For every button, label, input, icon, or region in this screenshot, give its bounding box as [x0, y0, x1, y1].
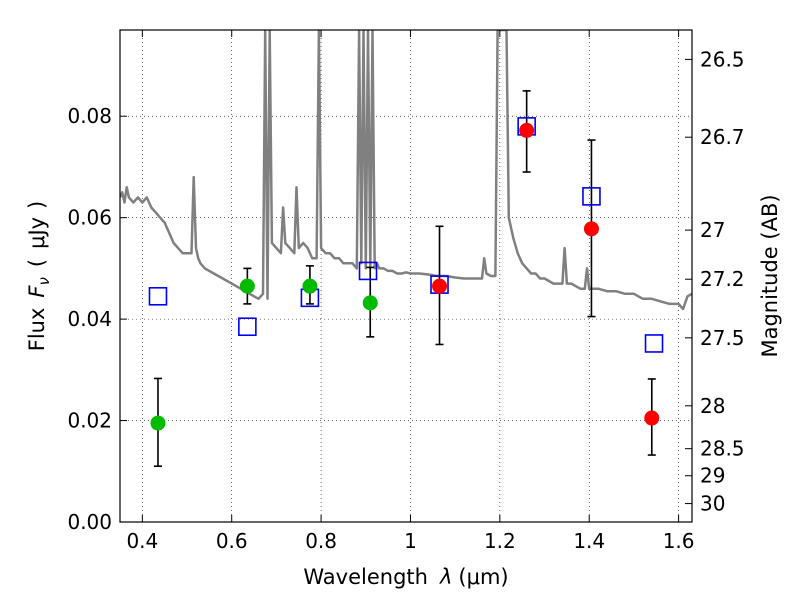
open-square-marker: [148, 286, 168, 306]
y-axis-label-prefix: Flux: [25, 308, 49, 352]
circle-marker: [583, 221, 599, 237]
circle-marker: [239, 278, 255, 294]
open-square-marker: [238, 317, 257, 337]
x-axis-label: Wavelength λ (μm): [303, 565, 508, 589]
y-tick-label: 0.04: [67, 307, 112, 331]
magnitude-tick-label: 29: [700, 464, 725, 488]
magnitude-tick-label: 26.7: [700, 125, 745, 149]
y-axis-label-symbol: F: [25, 285, 49, 298]
y-tick-label: 0.00: [67, 510, 112, 534]
open-square-marker: [358, 261, 378, 281]
open-square-marker: [582, 187, 601, 206]
x-axis-label-prefix: Wavelength: [303, 565, 428, 589]
magnitude-tick-label: 30: [700, 492, 725, 516]
y-axis-label: FluxFν(μJy): [25, 201, 53, 352]
y-tick-label: 0.08: [67, 104, 112, 128]
y-axis-label-unit: μJy: [25, 217, 49, 249]
y-axis-label-subscript: ν: [35, 277, 53, 285]
plot-frame: [119, 29, 693, 523]
magnitude-tick-label: 26.5: [700, 47, 745, 71]
x-tick-label: 1.2: [484, 529, 516, 553]
x-tick-label: 1.6: [663, 529, 695, 553]
x-tick-label: 0.4: [126, 529, 158, 553]
data-points-layer: [148, 90, 664, 468]
x-tick-label: 0.6: [216, 529, 248, 553]
magnitude-tick-label: 27.5: [700, 326, 745, 350]
model-spectrum-layer: [120, 30, 692, 311]
axis-ticks: [120, 30, 692, 523]
magnitude-axis-label: Magnitude (AB): [758, 194, 782, 357]
open-square-marker: [644, 334, 664, 353]
x-tick-label: 1.4: [573, 529, 605, 553]
y-tick-label: 0.06: [67, 206, 112, 230]
x-axis-label-unit: (μm): [458, 565, 508, 589]
x-tick-label: 1: [404, 529, 417, 553]
model-spectrum-line: [120, 30, 692, 311]
x-tick-label: 0.8: [305, 529, 337, 553]
magnitude-tick-label: 28.5: [700, 437, 745, 461]
circle-marker: [302, 278, 318, 294]
circle-marker: [519, 122, 535, 138]
y-tick-label: 0.02: [67, 409, 112, 433]
magnitude-tick-label: 27.2: [700, 267, 745, 291]
magnitude-tick-label: 27: [700, 218, 725, 242]
magnitude-tick-label: 28: [700, 394, 725, 418]
circle-marker: [432, 278, 448, 294]
circle-marker: [362, 295, 378, 311]
x-axis-label-symbol: λ: [439, 565, 452, 589]
circle-marker: [150, 415, 166, 431]
axis-tick-labels: 0.4 0.6 0.8 1 1.2 1.4 1.6 0.00 0.02 0.04 0.06 0.08 2…: [67, 47, 744, 553]
circle-marker: [644, 410, 660, 426]
